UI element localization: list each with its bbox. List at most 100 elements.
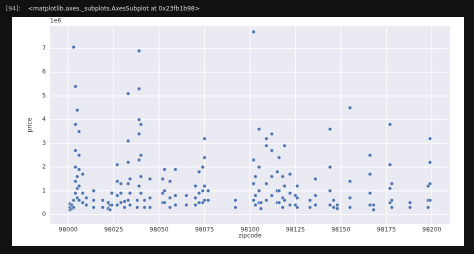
point bbox=[197, 191, 202, 196]
point bbox=[73, 84, 78, 89]
x-tick-label: 98050 bbox=[150, 227, 169, 234]
point bbox=[167, 195, 172, 200]
point bbox=[269, 131, 274, 136]
x-tick-label: 98200 bbox=[422, 227, 441, 234]
y-tick-label: 4 bbox=[42, 116, 46, 123]
point bbox=[257, 165, 262, 170]
point bbox=[308, 205, 313, 210]
point bbox=[428, 136, 433, 141]
point bbox=[160, 176, 165, 181]
point bbox=[73, 179, 78, 184]
point bbox=[109, 203, 114, 208]
point bbox=[269, 148, 274, 153]
point bbox=[251, 157, 256, 162]
y-tick-label: 3 bbox=[42, 140, 46, 147]
point bbox=[118, 181, 123, 186]
point bbox=[233, 205, 238, 210]
point bbox=[288, 172, 293, 177]
point bbox=[71, 45, 76, 50]
point bbox=[126, 91, 131, 96]
point bbox=[138, 174, 143, 179]
point bbox=[282, 143, 287, 148]
point bbox=[122, 199, 127, 204]
point bbox=[126, 139, 131, 144]
point bbox=[173, 167, 178, 172]
point bbox=[295, 184, 300, 189]
point bbox=[167, 179, 172, 184]
point bbox=[138, 191, 143, 196]
point bbox=[253, 193, 258, 198]
point bbox=[107, 207, 112, 212]
point bbox=[277, 155, 282, 160]
point bbox=[200, 165, 205, 170]
point bbox=[282, 184, 287, 189]
point bbox=[115, 203, 120, 208]
point bbox=[202, 184, 207, 189]
point bbox=[138, 153, 143, 158]
point bbox=[197, 169, 202, 174]
point bbox=[100, 205, 105, 210]
point bbox=[109, 191, 114, 196]
point bbox=[313, 193, 318, 198]
point bbox=[308, 198, 313, 203]
point bbox=[162, 188, 167, 193]
point bbox=[200, 188, 205, 193]
point bbox=[368, 153, 373, 158]
point bbox=[193, 195, 198, 200]
point bbox=[251, 198, 256, 203]
point bbox=[426, 205, 431, 210]
point bbox=[118, 191, 123, 196]
point bbox=[328, 127, 333, 132]
y-tick-label: 2 bbox=[42, 164, 46, 171]
point bbox=[257, 188, 262, 193]
point bbox=[91, 188, 96, 193]
point bbox=[193, 184, 198, 189]
y-tick-label: 1 bbox=[42, 187, 46, 194]
point bbox=[389, 181, 394, 186]
point bbox=[277, 188, 282, 193]
point bbox=[77, 153, 82, 158]
point bbox=[184, 203, 189, 208]
x-tick-label: 98150 bbox=[331, 227, 350, 234]
point bbox=[147, 205, 152, 210]
point bbox=[73, 148, 78, 153]
point bbox=[126, 198, 131, 203]
point bbox=[137, 86, 142, 91]
point bbox=[135, 198, 140, 203]
point bbox=[313, 176, 318, 181]
point bbox=[142, 198, 147, 203]
point bbox=[428, 181, 433, 186]
y-tick-label: 7 bbox=[42, 45, 46, 52]
point bbox=[115, 193, 120, 198]
point bbox=[80, 191, 85, 196]
point bbox=[258, 206, 263, 211]
x-tick-label: 98175 bbox=[377, 227, 396, 234]
point bbox=[126, 160, 131, 165]
point bbox=[288, 203, 293, 208]
point bbox=[137, 48, 142, 53]
x-tick-label: 98075 bbox=[195, 227, 214, 234]
point bbox=[127, 203, 132, 208]
point bbox=[77, 184, 82, 189]
point bbox=[295, 205, 300, 210]
point bbox=[137, 184, 142, 189]
point bbox=[75, 174, 80, 179]
point bbox=[84, 203, 89, 208]
point bbox=[253, 203, 258, 208]
point bbox=[184, 193, 189, 198]
point bbox=[331, 198, 336, 203]
point bbox=[328, 203, 333, 208]
point bbox=[288, 191, 293, 196]
point bbox=[137, 117, 142, 122]
point bbox=[348, 105, 353, 110]
point bbox=[251, 181, 256, 186]
point bbox=[80, 200, 85, 205]
point bbox=[371, 207, 376, 212]
x-tick-label: 98000 bbox=[59, 227, 78, 234]
point bbox=[251, 29, 256, 34]
point bbox=[206, 188, 211, 193]
point bbox=[368, 203, 373, 208]
point bbox=[388, 122, 393, 127]
